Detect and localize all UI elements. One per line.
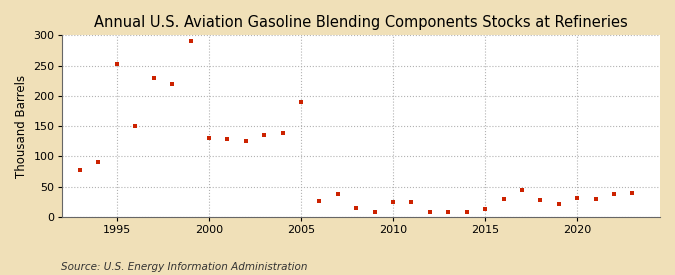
Point: [240, 139, 251, 144]
Point: [185, 39, 196, 43]
Point: [406, 200, 417, 204]
Point: [461, 210, 472, 214]
Point: [480, 207, 491, 211]
Point: [369, 210, 380, 214]
Point: [111, 62, 122, 66]
Title: Annual U.S. Aviation Gasoline Blending Components Stocks at Refineries: Annual U.S. Aviation Gasoline Blending C…: [94, 15, 628, 30]
Point: [498, 197, 509, 201]
Point: [590, 197, 601, 201]
Point: [627, 191, 638, 195]
Point: [93, 160, 104, 165]
Point: [535, 198, 545, 202]
Point: [75, 167, 86, 172]
Point: [516, 188, 527, 192]
Point: [314, 198, 325, 203]
Point: [332, 192, 343, 196]
Point: [425, 210, 435, 214]
Point: [572, 195, 583, 200]
Y-axis label: Thousand Barrels: Thousand Barrels: [15, 75, 28, 178]
Point: [609, 192, 620, 196]
Point: [387, 200, 398, 204]
Point: [204, 136, 215, 141]
Point: [222, 137, 233, 142]
Point: [167, 82, 178, 86]
Point: [351, 206, 362, 210]
Point: [277, 131, 288, 136]
Point: [554, 201, 564, 206]
Point: [148, 76, 159, 80]
Point: [130, 124, 140, 128]
Text: Source: U.S. Energy Information Administration: Source: U.S. Energy Information Administ…: [61, 262, 307, 272]
Point: [296, 100, 306, 104]
Point: [443, 210, 454, 214]
Point: [259, 133, 269, 138]
